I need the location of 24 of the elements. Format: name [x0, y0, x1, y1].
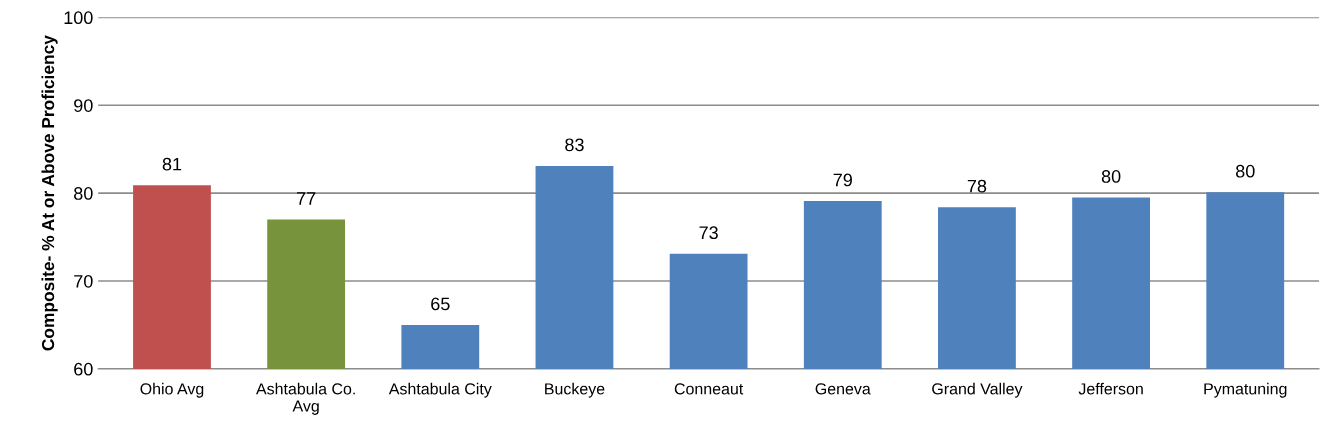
- x-tick-label: Ashtabula Co. Avg: [256, 382, 355, 415]
- data-label: 81: [162, 157, 182, 171]
- x-tick-label: Conneaut: [674, 383, 744, 395]
- y-tick-label: 80: [74, 187, 93, 200]
- y-tick-label: 90: [74, 99, 93, 112]
- y-tick-label: 70: [74, 274, 93, 288]
- data-label: 73: [699, 226, 718, 240]
- x-tick-label: Jefferson: [1078, 382, 1143, 395]
- data-label: 79: [833, 173, 852, 187]
- x-tick-label: Grand Valley: [932, 382, 1023, 398]
- data-label: 83: [565, 138, 584, 152]
- x-tick-label: Ashtabula City: [388, 382, 492, 398]
- y-axis-title: Composite- % At or Above Proficiency: [41, 35, 58, 351]
- y-tick-label: 100: [64, 11, 93, 25]
- y-tick-label: 60: [74, 362, 93, 376]
- x-tick-label: Geneva: [815, 383, 871, 395]
- data-label: 77: [297, 192, 316, 205]
- data-label: 80: [1235, 164, 1255, 178]
- data-label: 80: [1101, 170, 1121, 183]
- x-tick-label: Buckeye: [545, 382, 605, 398]
- x-tick-label: Ohio Avg: [140, 382, 204, 398]
- data-label: 65: [431, 297, 450, 311]
- data-label: 78: [967, 179, 987, 193]
- x-tick-label: Pymatuning: [1204, 382, 1287, 398]
